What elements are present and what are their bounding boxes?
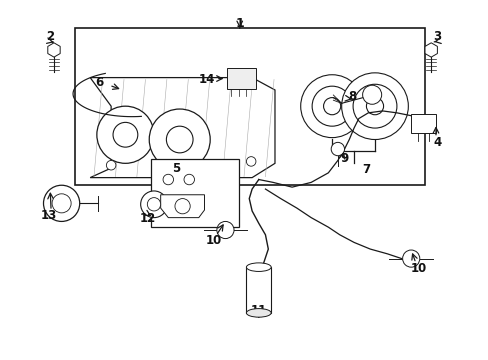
Circle shape xyxy=(352,84,396,128)
Bar xyxy=(75,28,425,185)
Circle shape xyxy=(97,106,154,163)
Circle shape xyxy=(330,142,344,156)
Circle shape xyxy=(300,75,363,138)
Ellipse shape xyxy=(246,309,271,317)
Circle shape xyxy=(149,109,210,170)
Circle shape xyxy=(366,98,383,115)
Text: 13: 13 xyxy=(41,209,57,222)
Circle shape xyxy=(183,174,194,185)
Text: 14: 14 xyxy=(198,73,214,86)
Circle shape xyxy=(166,126,193,153)
Circle shape xyxy=(43,185,80,221)
Circle shape xyxy=(246,157,255,166)
Text: 11: 11 xyxy=(250,305,266,318)
Circle shape xyxy=(141,191,167,218)
Circle shape xyxy=(175,199,190,214)
Text: 7: 7 xyxy=(362,163,370,176)
Text: 3: 3 xyxy=(432,30,440,43)
Text: 8: 8 xyxy=(347,90,356,103)
Circle shape xyxy=(147,198,161,211)
Text: 12: 12 xyxy=(139,212,155,225)
Circle shape xyxy=(52,194,71,213)
Circle shape xyxy=(311,86,351,126)
Bar xyxy=(410,114,435,133)
Text: 6: 6 xyxy=(95,76,103,89)
Text: 5: 5 xyxy=(171,162,180,175)
Text: 9: 9 xyxy=(340,152,348,165)
Circle shape xyxy=(217,221,234,239)
Circle shape xyxy=(362,85,381,104)
Circle shape xyxy=(402,250,419,267)
Text: 10: 10 xyxy=(205,234,222,247)
Text: 1: 1 xyxy=(235,17,244,30)
Bar xyxy=(246,267,271,313)
Polygon shape xyxy=(161,195,204,218)
Circle shape xyxy=(341,73,407,140)
Circle shape xyxy=(106,161,116,170)
Polygon shape xyxy=(48,43,60,57)
Text: 4: 4 xyxy=(433,136,441,149)
Text: 10: 10 xyxy=(410,262,426,275)
Polygon shape xyxy=(424,43,436,57)
Text: 2: 2 xyxy=(46,30,54,43)
Circle shape xyxy=(323,98,340,115)
Bar xyxy=(227,68,255,89)
Bar xyxy=(151,158,238,227)
Circle shape xyxy=(163,174,173,185)
Ellipse shape xyxy=(246,263,271,271)
Circle shape xyxy=(113,122,138,147)
Polygon shape xyxy=(90,78,274,177)
